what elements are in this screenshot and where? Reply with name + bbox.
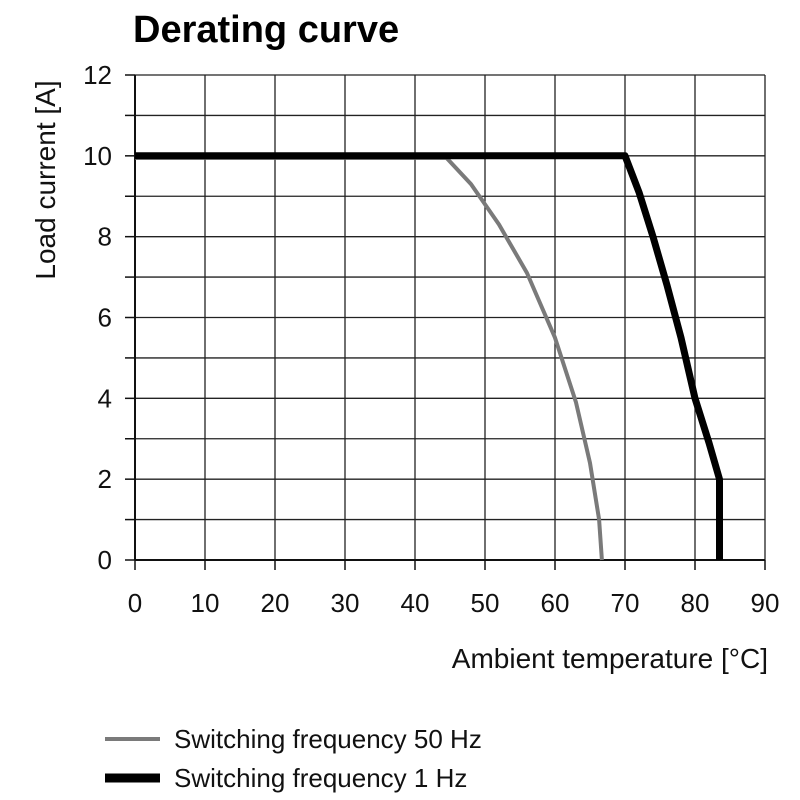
x-tick-label: 20 (261, 588, 290, 618)
y-tick-label: 0 (98, 545, 112, 575)
y-tick-label: 10 (83, 141, 112, 171)
series-lines (135, 152, 723, 561)
series-line-50hz (135, 155, 604, 561)
legend-label-1hz: Switching frequency 1 Hz (174, 763, 467, 793)
x-tick-label: 50 (471, 588, 500, 618)
x-tick-label: 10 (191, 588, 220, 618)
y-tick-label: 2 (98, 464, 112, 494)
x-axis-label: Ambient temperature [°C] (452, 643, 768, 674)
x-tick-label: 30 (331, 588, 360, 618)
legend-label-50hz: Switching frequency 50 Hz (174, 724, 482, 754)
x-tick-label: 70 (611, 588, 640, 618)
y-tick-label: 6 (98, 303, 112, 333)
x-tick-label: 80 (681, 588, 710, 618)
series-line-1hz (135, 152, 723, 560)
x-tick-label: 0 (128, 588, 142, 618)
y-axis-label: Load current [A] (30, 80, 61, 279)
chart-title: Derating curve (133, 9, 399, 51)
y-tick-label: 8 (98, 222, 112, 252)
y-tick-label: 12 (83, 60, 112, 90)
legend: Switching frequency 50 Hz Switching freq… (105, 724, 482, 793)
tick-labels: 0 10 20 30 40 50 60 70 80 90 0 2 4 6 8 10 12 (83, 60, 779, 618)
x-tick-label: 60 (541, 588, 570, 618)
y-tick-label: 4 (98, 383, 112, 413)
x-tick-label: 40 (401, 588, 430, 618)
x-tick-label: 90 (751, 588, 780, 618)
